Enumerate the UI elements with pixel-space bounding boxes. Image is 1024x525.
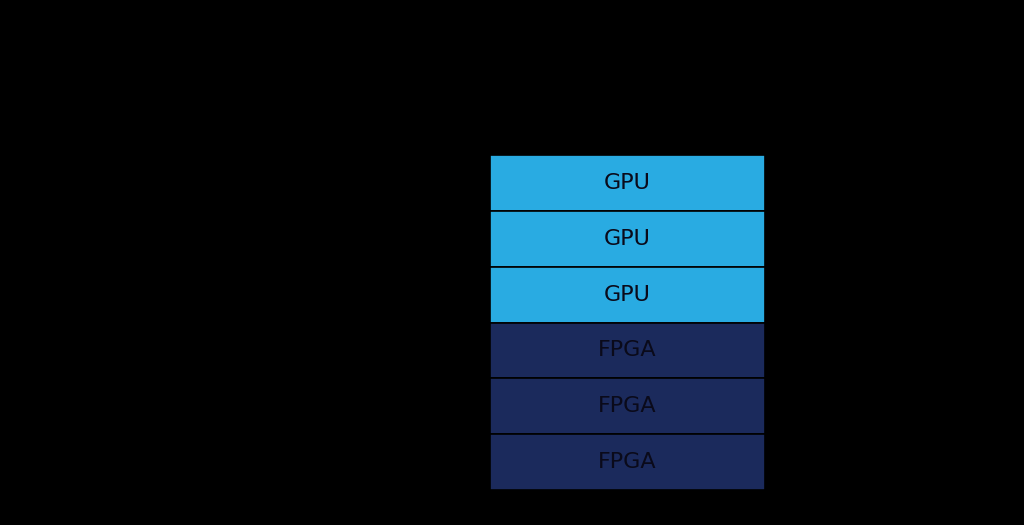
Bar	[490, 211, 765, 267]
Text: GPU: GPU	[604, 173, 651, 193]
Bar	[490, 155, 765, 211]
Text: FPGA: FPGA	[598, 340, 656, 361]
Text: FPGA: FPGA	[598, 396, 656, 416]
Bar	[490, 322, 765, 379]
Text: GPU: GPU	[604, 229, 651, 249]
Bar	[490, 434, 765, 490]
Text: FPGA: FPGA	[598, 452, 656, 472]
Bar	[490, 267, 765, 322]
Bar	[490, 379, 765, 434]
Text: GPU: GPU	[604, 285, 651, 304]
